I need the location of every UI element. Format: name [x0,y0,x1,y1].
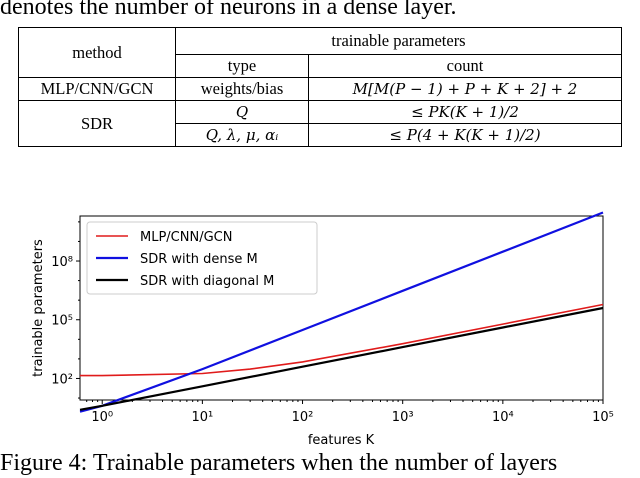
series-lines [79,211,604,413]
cell-type: weights/bias [175,77,309,101]
legend-label: SDR with dense M [140,252,258,267]
cell-type: Q, λ, μ, αᵢ [175,123,309,147]
x-tick-label: 10⁵ [592,410,614,425]
cell-count: M[M(P − 1) + P + K + 2] + 2 [308,77,622,101]
x-tick-label: 10⁰ [91,410,113,425]
header-count: count [308,54,622,78]
parameters-table: method trainable parameters type count M… [18,27,622,147]
header-trainable-parameters: trainable parameters [175,27,622,55]
x-axis-ticks: 10⁰ 10¹ 10² 10³ 10⁴ 10⁵ [86,400,614,425]
cell-method: SDR [18,100,176,147]
y-axis-label: trainable parameters [31,239,46,377]
y-tick-label: 10⁸ [51,255,73,270]
y-axis-ticks: 10² 10⁵ 10⁸ [51,221,80,399]
cell-count: ≤ P(4 + K(K + 1)/2) [308,123,622,147]
y-tick-label: 10⁵ [51,314,73,329]
legend-box [86,221,318,295]
x-tick-label: 10² [292,410,314,425]
figure-caption: Figure 4: Trainable parameters when the … [0,450,558,476]
legend-label: MLP/CNN/GCN [140,230,232,245]
x-axis-label: features K [308,433,375,448]
x-tick-label: 10⁴ [492,410,514,425]
series-line [80,303,604,377]
header-method: method [18,27,176,78]
legend: MLP/CNN/GCN SDR with dense M SDR with di… [86,221,318,295]
x-tick-label: 10³ [392,410,414,425]
preceding-text: denotes the number of neurons in a dense… [0,0,457,20]
legend-label: SDR with diagonal M [140,274,274,289]
cell-type: Q [175,100,309,124]
header-type: type [175,54,309,78]
cell-method: MLP/CNN/GCN [18,77,176,101]
series-line [79,306,604,411]
y-tick-label: 10² [51,372,73,387]
cell-count: ≤ PK(K + 1)/2 [308,100,622,124]
parameters-chart: 10⁰ 10¹ 10² 10³ 10⁴ 10⁵ 10² 10⁵ 10⁸ MLP/CNN/GCN… [31,211,614,448]
x-tick-label: 10¹ [191,410,213,425]
